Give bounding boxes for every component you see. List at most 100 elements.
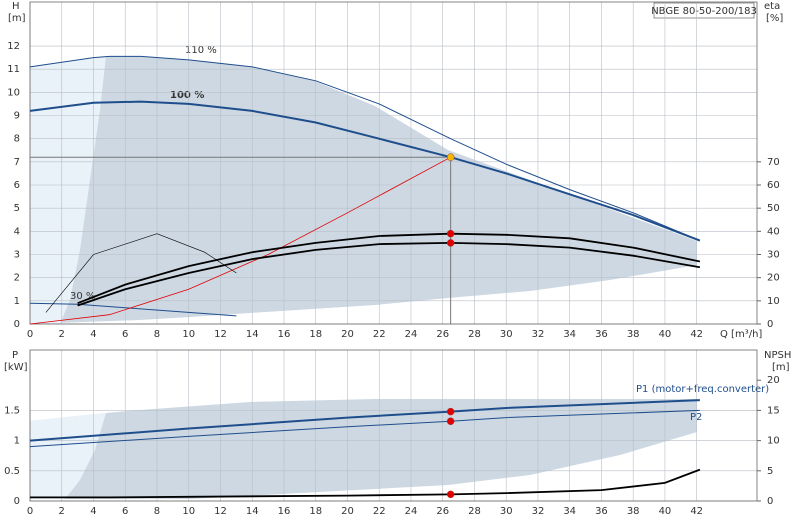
power-min-range: [30, 413, 106, 499]
point: [446, 490, 455, 499]
point: [446, 153, 455, 161]
y2-tick-label: 50: [767, 203, 780, 214]
y-unit: [m]: [8, 13, 26, 24]
curve: [45, 233, 237, 313]
y-tick-label: 0: [14, 496, 20, 507]
y-tick-label: 9: [14, 111, 20, 122]
series-label: 30 %: [70, 291, 95, 302]
point: [446, 229, 455, 238]
y2-tick-label: 20: [767, 375, 780, 386]
y-label: P: [12, 350, 18, 361]
y-tick-label: 0: [14, 319, 20, 330]
x-tick-label: 18: [309, 329, 322, 340]
curve: [29, 55, 701, 242]
x-tick-label: 8: [154, 329, 160, 340]
min-range: [30, 56, 106, 324]
x-tick-label: 28: [468, 329, 481, 340]
x-tick-label: 10: [182, 506, 195, 517]
y2-tick-label: 0: [767, 319, 773, 330]
x-tick-label: 32: [532, 506, 545, 517]
curve: [29, 302, 237, 317]
y2-tick-label: 40: [767, 226, 780, 237]
x-tick-label: 42: [690, 329, 703, 340]
x-tick-label: 24: [405, 506, 418, 517]
plot-layer: [29, 1, 761, 502]
x-tick-label: 20: [341, 329, 354, 340]
title-box: [653, 2, 755, 19]
x-tick-label: 8: [154, 506, 160, 517]
x-tick-label: 30: [500, 329, 513, 340]
x-tick-label: 18: [309, 506, 322, 517]
operating-range: [30, 56, 697, 324]
y2-unit: [m]: [772, 362, 790, 373]
x-tick-label: 6: [122, 506, 128, 517]
y2-tick-label: 20: [767, 273, 780, 284]
curve: [77, 241, 701, 307]
y2-tick-label: 70: [767, 157, 780, 168]
x-tick-label: 26: [436, 329, 449, 340]
x-tick-label: 38: [627, 329, 640, 340]
x-label: Q [m³/h]: [720, 329, 762, 340]
series-label: 110 %: [185, 45, 217, 56]
y-tick-label: 8: [14, 134, 20, 145]
y-tick-label: 1: [14, 436, 20, 447]
y-tick-label: 12: [7, 41, 20, 52]
y-tick-label: 2: [14, 273, 20, 284]
y-tick-label: 3: [14, 250, 20, 261]
x-tick-label: 2: [59, 329, 65, 340]
curve: [30, 468, 701, 499]
x-tick-label: 40: [659, 329, 672, 340]
curve: [29, 100, 701, 242]
x-tick-label: 20: [341, 506, 354, 517]
y-tick-label: 7: [14, 157, 20, 168]
x-tick-label: 4: [90, 329, 96, 340]
x-tick-label: 12: [214, 329, 227, 340]
x-tick-label: 28: [468, 506, 481, 517]
point: [446, 417, 455, 426]
x-tick-label: 36: [595, 329, 608, 340]
chart-title: NBGE 80-50-200/183: [651, 6, 757, 17]
y2-unit: [%]: [766, 13, 783, 24]
y-tick-label: 1: [14, 296, 20, 307]
y-tick-label: 11: [7, 64, 20, 75]
x-tick-label: 22: [373, 506, 386, 517]
plot-frame: [29, 349, 758, 502]
y-label: H: [12, 1, 20, 12]
power-range: [30, 399, 697, 499]
x-tick-label: 42: [690, 506, 703, 517]
y-tick-label: 4: [14, 226, 20, 237]
y2-tick-label: 30: [767, 250, 780, 261]
x-tick-label: 6: [122, 329, 128, 340]
series-label: P2: [690, 412, 702, 423]
x-tick-label: 10: [182, 329, 195, 340]
point: [446, 239, 455, 247]
point: [446, 407, 455, 416]
y2-label: eta: [764, 1, 780, 12]
series-label: 100 %: [170, 90, 204, 101]
x-tick-label: 32: [532, 329, 545, 340]
x-tick-label: 30: [500, 506, 513, 517]
y-tick-label: 1.5: [4, 405, 20, 416]
curve: [29, 156, 451, 325]
y2-tick-label: 5: [767, 466, 773, 477]
curve: [77, 232, 701, 305]
x-tick-label: 16: [278, 329, 291, 340]
x-tick-label: 0: [27, 329, 33, 340]
y2-tick-label: 60: [767, 180, 780, 191]
curve: [29, 399, 700, 442]
y-tick-label: 10: [7, 87, 20, 98]
x-tick-label: 26: [436, 506, 449, 517]
y2-tick-label: 10: [767, 296, 780, 307]
curve: [29, 409, 700, 448]
plot-frame: [29, 1, 758, 325]
y-tick-label: 0.5: [4, 466, 20, 477]
x-tick-label: 12: [214, 506, 227, 517]
x-tick-label: 14: [246, 329, 259, 340]
x-tick-label: 24: [405, 329, 418, 340]
x-tick-label: 36: [595, 506, 608, 517]
x-tick-label: 40: [659, 506, 672, 517]
y2-tick-label: 10: [767, 436, 780, 447]
x-tick-label: 4: [90, 506, 96, 517]
x-tick-label: 16: [278, 506, 291, 517]
y2-label: NPSH: [764, 350, 791, 361]
